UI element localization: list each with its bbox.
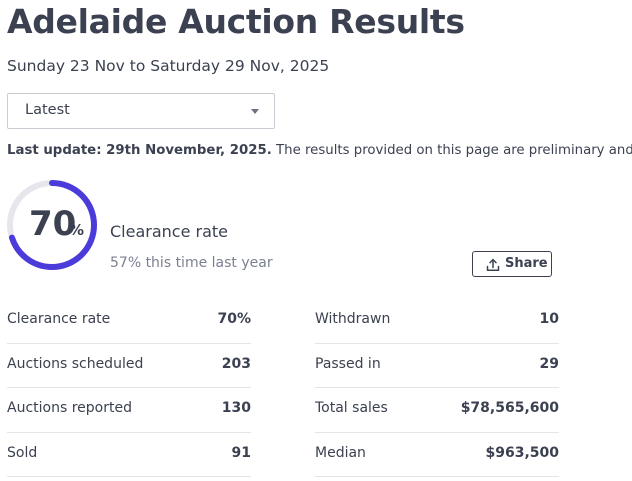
stat-label: Withdrawn [315,311,391,327]
stat-row-auctions-scheduled: Auctions scheduled 203 [7,344,251,388]
last-update-label: Last update: 29th November, 2025. [7,143,272,158]
stat-value: 10 [539,311,559,327]
stat-value: $963,500 [485,444,559,461]
date-range: Sunday 23 Nov to Saturday 29 Nov, 2025 [7,57,330,75]
stat-label: Auctions reported [7,400,132,416]
stat-value: 130 [221,400,251,416]
stat-value: 70% [217,311,251,327]
stat-value: $78,565,600 [460,400,559,416]
stat-label: Clearance rate [7,311,111,327]
stats-table-left: Clearance rate 70% Auctions scheduled 20… [7,299,251,477]
stat-value: 29 [539,355,559,372]
stat-label: Sold [7,444,38,461]
last-update-note: The results provided on this page are pr… [276,143,632,158]
last-update-line: Last update: 29th November, 2025. The re… [7,143,632,158]
stat-row-withdrawn: Withdrawn 10 [315,299,559,344]
caret-down-icon [251,109,259,114]
clearance-rate-unit: % [69,221,85,239]
stat-row-clearance-rate: Clearance rate 70% [7,299,251,344]
share-upload-icon [486,258,500,272]
stat-row-total-sales: Total sales $78,565,600 [315,388,559,433]
share-button[interactable]: Share [472,251,552,277]
stat-label: Median [315,444,366,461]
share-label: Share [505,256,548,271]
period-select[interactable]: Latest [7,93,275,129]
page-title: Adelaide Auction Results [7,2,465,41]
stat-label: Total sales [315,400,388,416]
clearance-rate-value: 70 [29,204,77,244]
period-select-value: Latest [25,102,70,118]
stat-value: 91 [231,444,251,461]
ring-progress [7,180,97,270]
stat-row-passed-in: Passed in 29 [315,344,559,388]
clearance-ring-gauge [7,180,97,270]
stat-value: 203 [221,355,251,372]
stat-row-sold: Sold 91 [7,433,251,477]
last-year-comparison: 57% this time last year [110,255,273,271]
stat-label: Passed in [315,355,381,372]
stats-table-right: Withdrawn 10 Passed in 29 Total sales $7… [315,299,559,477]
stat-row-auctions-reported: Auctions reported 130 [7,388,251,433]
stat-row-median: Median $963,500 [315,433,559,477]
clearance-rate-label: Clearance rate [110,222,229,241]
stat-label: Auctions scheduled [7,355,144,372]
